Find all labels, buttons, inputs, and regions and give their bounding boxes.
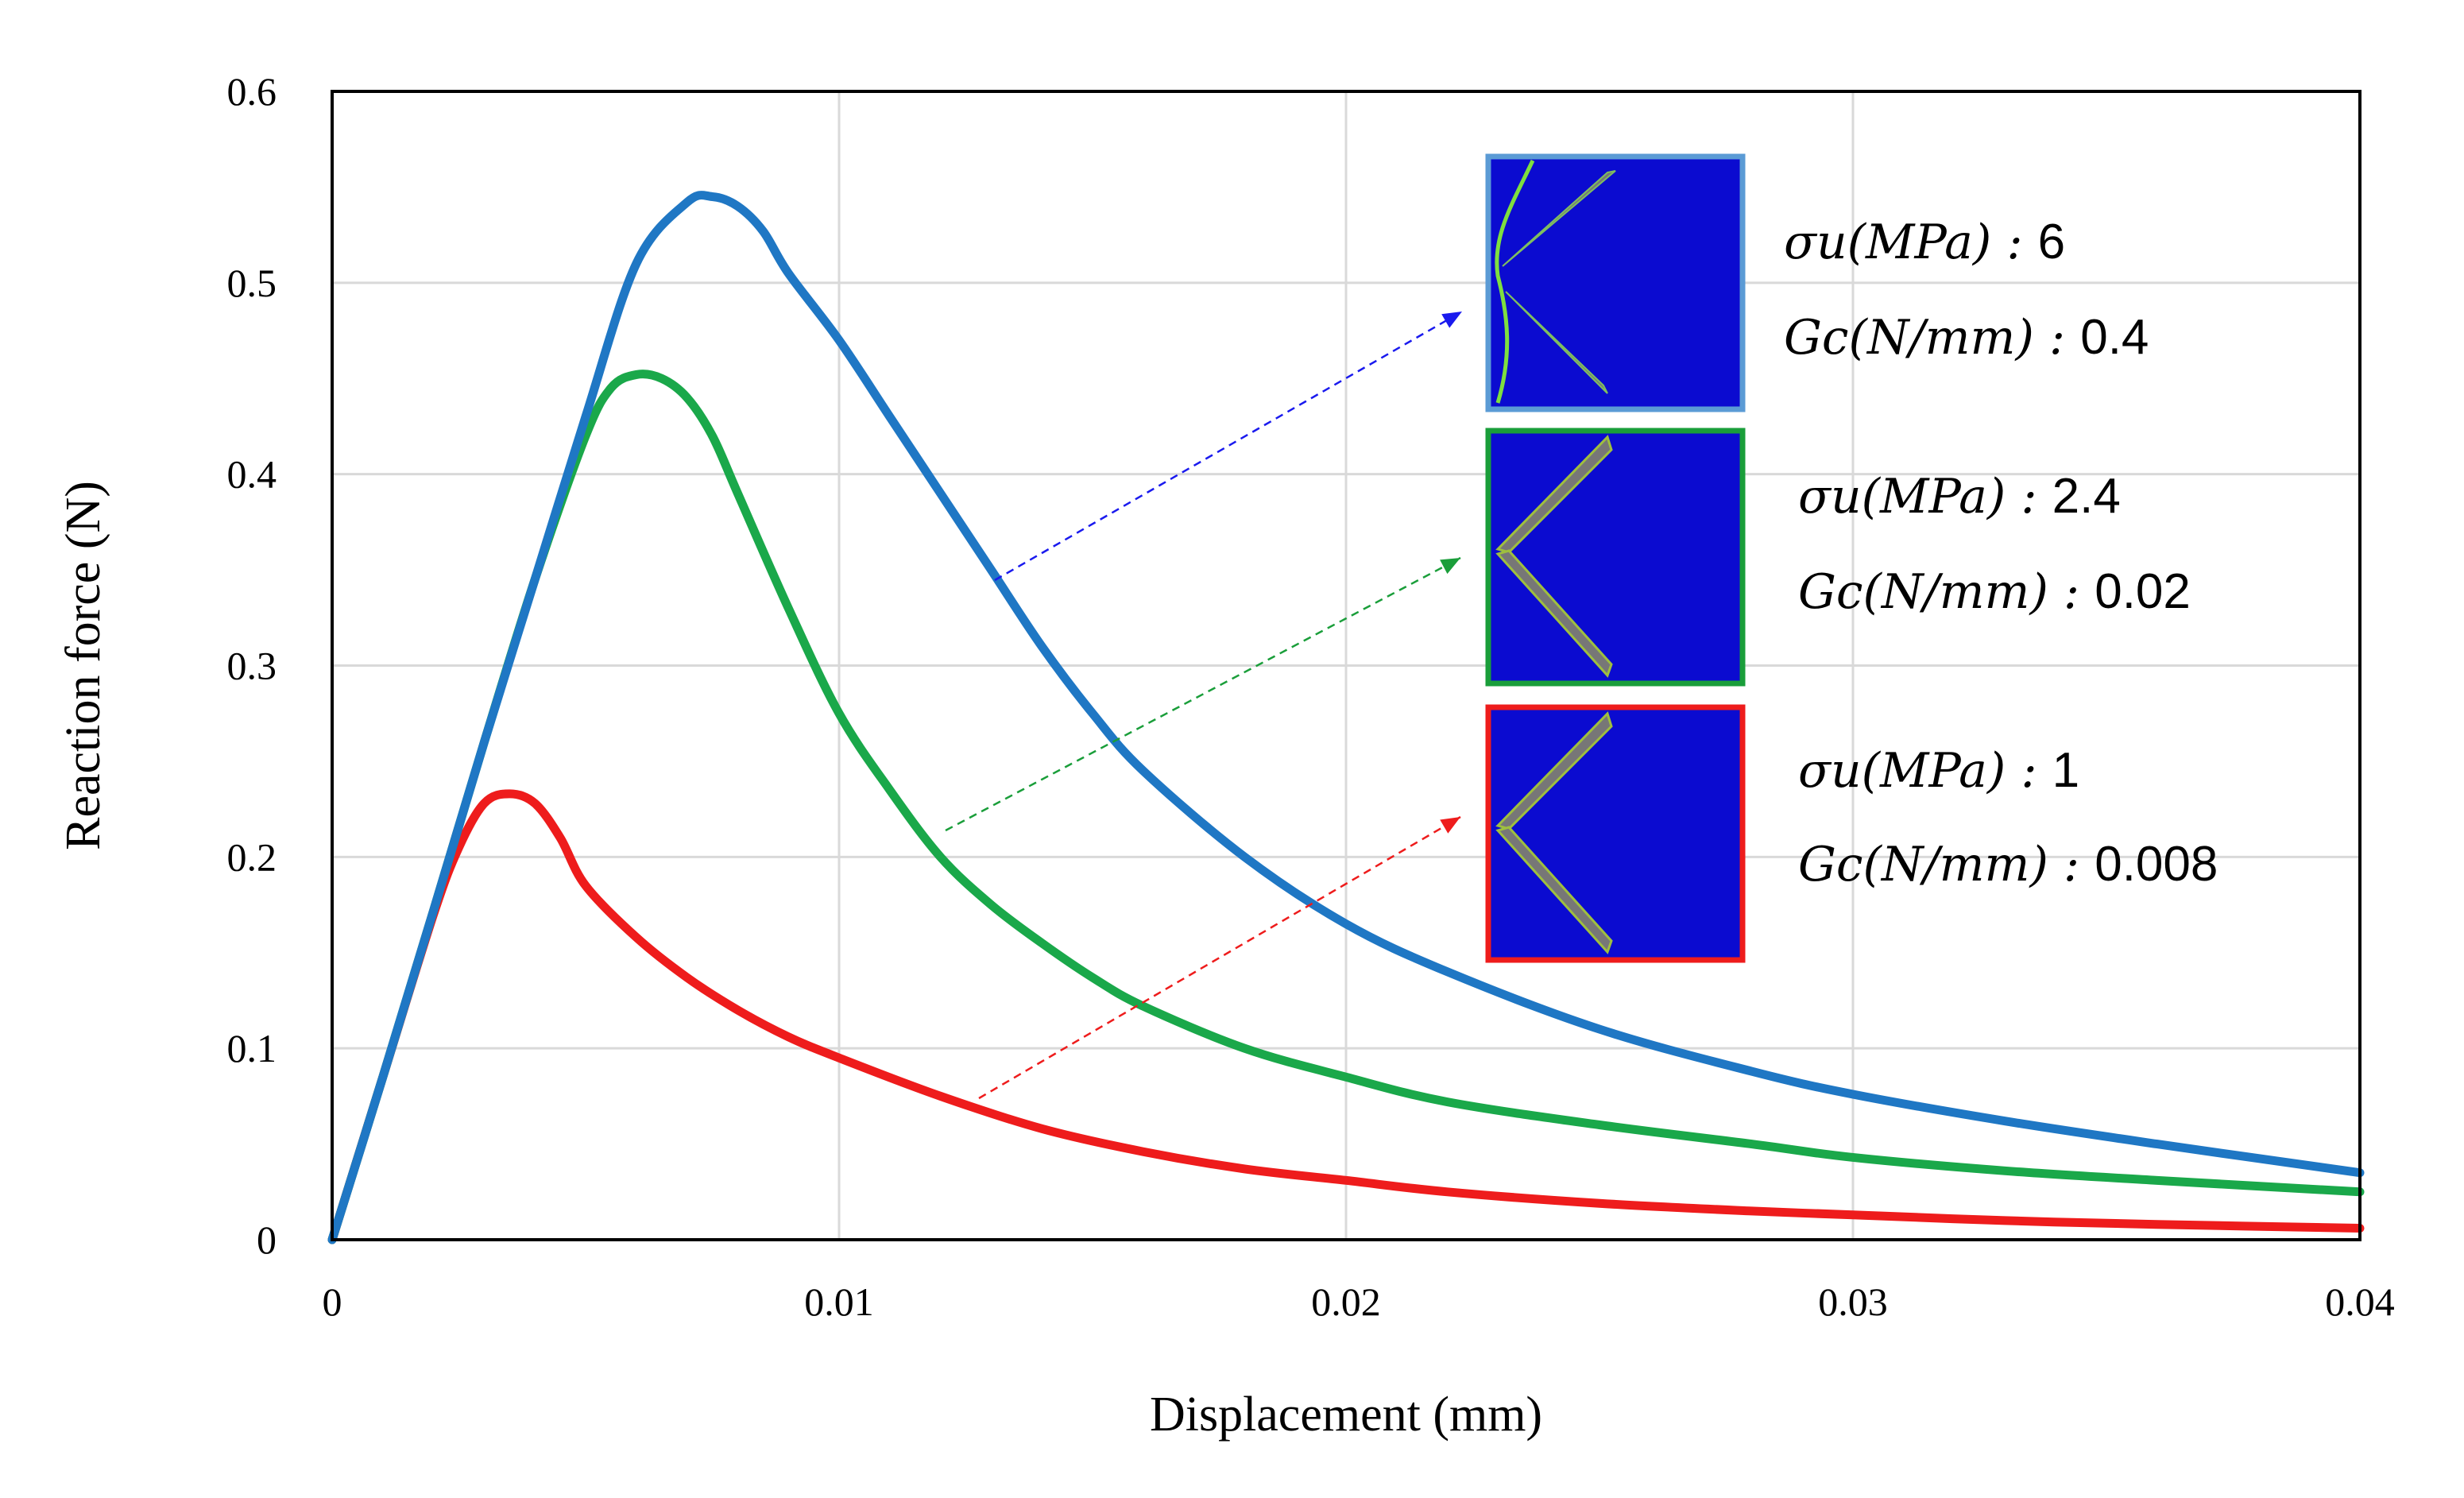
annotation-stress-label: σu(MPa) : 6 xyxy=(1784,215,2065,270)
y-tick-label: 0.5 xyxy=(227,261,277,305)
x-tick-label: 0.02 xyxy=(1311,1279,1381,1324)
x-tick-label: 0.04 xyxy=(2325,1279,2395,1324)
annotation-stress-value: 6 xyxy=(2038,215,2065,269)
x-tick-label: 0.03 xyxy=(1818,1279,1888,1324)
annotation-stress-label: σu(MPa) : 2.4 xyxy=(1798,469,2121,524)
annotation-stress-value: 2.4 xyxy=(2052,469,2121,524)
annotation-energy-value: 0.008 xyxy=(2095,837,2218,892)
y-tick-label: 0.3 xyxy=(227,644,277,688)
y-tick-label: 0.1 xyxy=(227,1026,277,1070)
annotation-stress-value: 1 xyxy=(2052,743,2079,798)
grid-lines xyxy=(332,91,2360,1240)
y-tick-label: 0 xyxy=(257,1217,277,1262)
x-tick-label: 0.01 xyxy=(804,1279,874,1324)
annotation-energy-label: Gc(N/mm) : 0.008 xyxy=(1798,837,2218,892)
inset-images xyxy=(1485,153,1746,963)
annotation-arrow-2 xyxy=(978,815,1461,1100)
x-axis-label: Displacement (mm) xyxy=(1150,1388,1542,1442)
y-tick-label: 0.2 xyxy=(227,834,277,879)
inset-image-2 xyxy=(1485,704,1746,963)
annotation-energy-value: 0.02 xyxy=(2095,564,2191,619)
annotation-stress-label: σu(MPa) : 1 xyxy=(1798,743,2079,799)
annotation-labels: σu(MPa) : 6 Gc(N/mm) : 0.4 σu(MPa) : 2.4 Gc… xyxy=(1784,215,2218,892)
tick-labels: 0 0.01 0.02 0.03 0.04 0 0.1 0.2 0.3 0.4 0.5 0.6 xyxy=(227,69,2395,1324)
inset-image-1 xyxy=(1485,428,1746,687)
y-tick-label: 0.4 xyxy=(227,452,277,497)
plot-frame xyxy=(331,90,2361,1241)
inset-image-0 xyxy=(1485,153,1746,412)
annotation-energy-value: 0.4 xyxy=(2080,310,2149,365)
annotation-arrows xyxy=(945,310,1463,1100)
series-line-2 xyxy=(327,789,2365,1244)
y-axis-label: Reaction force (N) xyxy=(56,481,110,850)
annotation-arrow-1 xyxy=(945,556,1461,832)
series-line-0 xyxy=(327,191,2365,1244)
y-tick-label: 0.6 xyxy=(227,69,277,114)
series-layer xyxy=(327,191,2365,1244)
x-tick-label: 0 xyxy=(323,1279,342,1324)
annotation-energy-label: Gc(N/mm) : 0.02 xyxy=(1798,564,2191,620)
annotation-energy-label: Gc(N/mm) : 0.4 xyxy=(1784,310,2149,366)
annotation-arrow-0 xyxy=(994,310,1463,582)
